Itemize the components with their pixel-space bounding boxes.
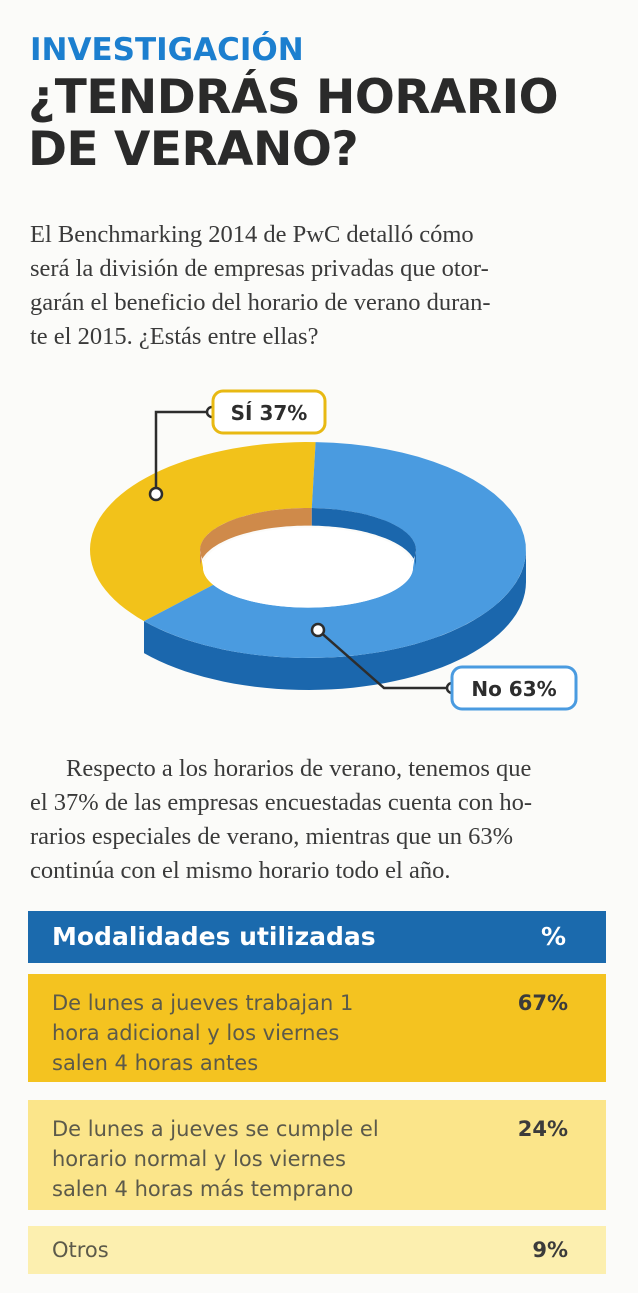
headline: ¿TENDRÁS HORARIO DE VERANO? [28, 72, 628, 176]
label-box-s [211, 389, 327, 435]
intro-line: garán el beneficio del horario de verano… [30, 289, 491, 316]
table-row: De lunes a jueves se cumple el horario n… [28, 1100, 606, 1210]
row-text: De lunes a jueves trabajan 1 hora adicio… [52, 988, 452, 1078]
callout-line-s [154, 410, 212, 494]
donut-slice-s [90, 442, 316, 622]
callout-dot-s [148, 486, 164, 502]
row-line: horario normal y los viernes [52, 1147, 346, 1171]
body-line: continúa con el mismo horario todo el añ… [30, 857, 451, 884]
label-no: No 63% [471, 677, 556, 701]
row-line: De lunes a jueves trabajan 1 [52, 991, 354, 1015]
label-box-no [450, 665, 578, 711]
table-header: Modalidades utilizadas % [28, 911, 606, 963]
callout-dot-no [310, 622, 326, 638]
donut-chart: SÍ 37% No 63% [90, 389, 578, 711]
row-line: salen 4 horas antes [52, 1051, 259, 1075]
row-line: hora adicional y los viernes [52, 1021, 340, 1045]
row-text: De lunes a jueves se cumple el horario n… [52, 1114, 452, 1204]
intro-line: te el 2015. ¿Estás entre ellas? [30, 323, 319, 350]
headline-line-2: DE VERANO? [28, 122, 359, 177]
body-line: el 37% de las empresas encuestadas cuent… [30, 789, 533, 816]
donut-hole-front [200, 550, 416, 608]
intro-line: será la división de empresas privadas qu… [30, 255, 489, 282]
row-pct: 9% [532, 1238, 568, 1262]
body-line: rarios especiales de verano, mientras qu… [30, 823, 514, 850]
table-row: De lunes a jueves trabajan 1 hora adicio… [28, 974, 606, 1082]
intro-paragraph: El Benchmarking 2014 de PwC detalló cómo… [30, 218, 608, 354]
donut-inner-wall [311, 508, 416, 568]
row-line: Otros [52, 1238, 109, 1262]
label-s: SÍ 37% [231, 401, 308, 425]
donut-side-no [144, 550, 526, 690]
row-pct: 67% [517, 991, 568, 1015]
row-pct: 24% [517, 1117, 568, 1141]
body-line: Respecto a los horarios de verano, tenem… [66, 755, 532, 782]
body-paragraph: Respecto a los horarios de verano, tenem… [30, 752, 608, 888]
row-line: De lunes a jueves se cumple el [52, 1117, 379, 1141]
headline-line-1: ¿TENDRÁS HORARIO [28, 70, 559, 125]
table-header-label: Modalidades utilizadas [52, 922, 376, 951]
callout-line-no [317, 629, 452, 690]
table-header-pct: % [540, 922, 566, 951]
table-row: Otros 9% [28, 1226, 606, 1274]
row-line: salen 4 horas más temprano [52, 1177, 354, 1201]
intro-line: El Benchmarking 2014 de PwC detalló cómo [30, 221, 474, 248]
kicker: INVESTIGACIÓN [30, 32, 304, 68]
row-text: Otros [52, 1235, 452, 1265]
donut-slice-no [144, 442, 526, 658]
donut-inner-wall [200, 508, 312, 568]
